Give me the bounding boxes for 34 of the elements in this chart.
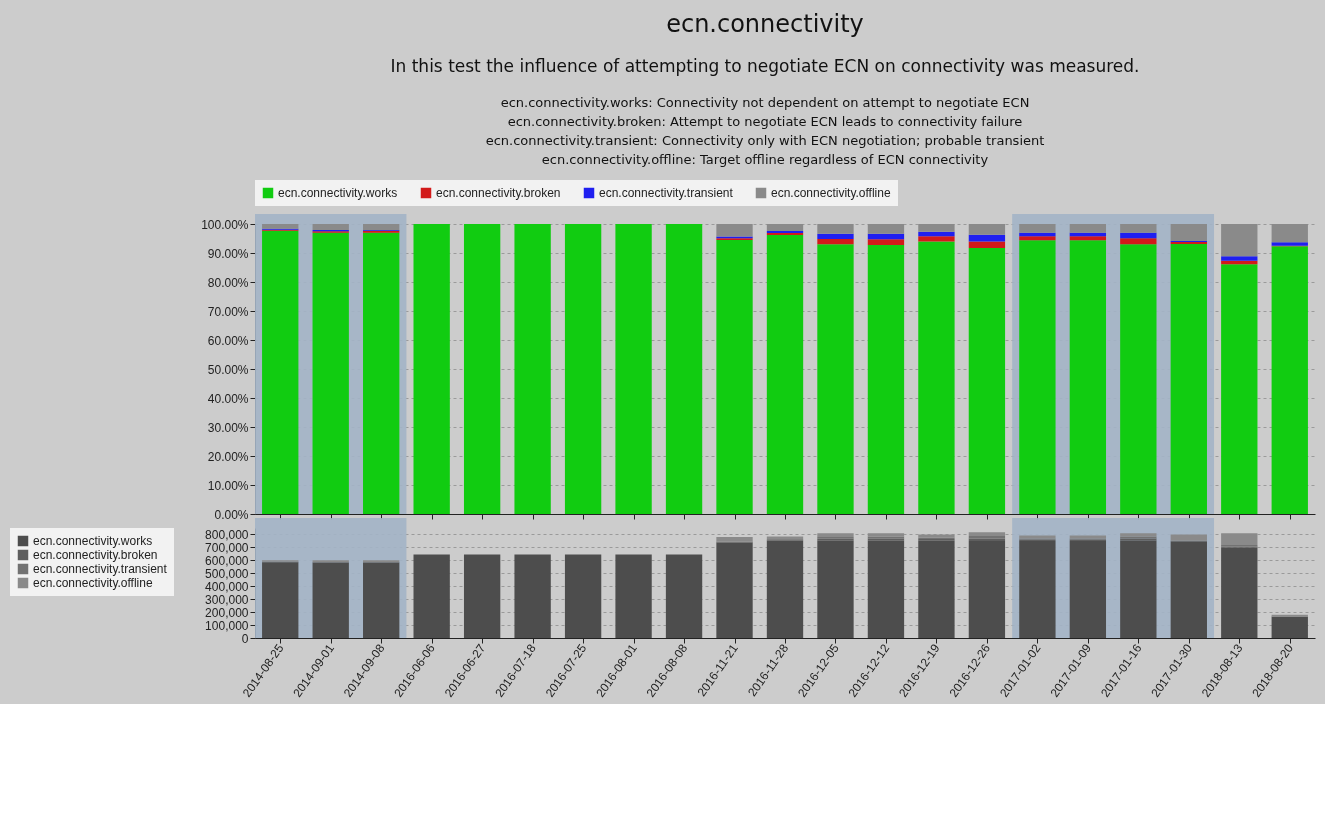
- y-tick-label: 100.00%: [201, 217, 249, 232]
- y-tick-label: 80.00%: [207, 275, 249, 290]
- chart-subtitle: In this test the influence of attempting to negotiate ECN on connectivity was measured.: [390, 56, 1140, 76]
- text: ecn.connectivity.transient: Connectivity only with ECN negotiation; probable transient: [485, 133, 1045, 148]
- y-tick-label: 300,000: [205, 592, 249, 607]
- y-tick-label: 20.00%: [207, 449, 249, 464]
- y-tick-label: 400,000: [205, 579, 249, 594]
- y-tick-label: 40.00%: [207, 391, 249, 406]
- text: ecn.connectivity.works: Connectivity not dependent on attempt to negotiate ECN: [500, 95, 1030, 110]
- text: ecn.connectivity.broken: Attempt to negotiate ECN leads to connectivity failure: [507, 114, 1023, 129]
- y-tick-label: 800,000: [205, 527, 249, 542]
- y-tick-label: 70.00%: [207, 304, 249, 319]
- y-tick-label: 0: [241, 631, 249, 646]
- legend-label: ecn.connectivity.broken: [33, 548, 158, 562]
- y-tick-label: 10.00%: [207, 478, 249, 493]
- legend-label: ecn.connectivity.transient: [33, 562, 168, 576]
- y-tick-label: 600,000: [205, 553, 249, 568]
- y-tick-label: 90.00%: [207, 246, 249, 261]
- y-tick-label: 200,000: [205, 605, 249, 620]
- y-tick-label: 50.00%: [207, 362, 249, 377]
- legend-label: ecn.connectivity.works: [278, 186, 398, 200]
- chart-title: ecn.connectivity: [666, 10, 864, 38]
- legend-label: ecn.connectivity.offline: [33, 576, 153, 590]
- legend-label: ecn.connectivity.broken: [436, 186, 561, 200]
- legend-label: ecn.connectivity.offline: [771, 186, 891, 200]
- y-tick-label: 60.00%: [207, 333, 249, 348]
- y-tick-label: 0.00%: [214, 507, 249, 522]
- y-tick-label: 30.00%: [207, 420, 249, 435]
- y-tick-label: 100,000: [205, 618, 249, 633]
- text: ecn.connectivity.offline: Target offline regardless of ECN connectivity: [541, 152, 989, 167]
- y-tick-label: 700,000: [205, 540, 249, 555]
- legend-label: ecn.connectivity.transient: [599, 186, 734, 200]
- legend-label: ecn.connectivity.works: [33, 534, 153, 548]
- y-tick-label: 500,000: [205, 566, 249, 581]
